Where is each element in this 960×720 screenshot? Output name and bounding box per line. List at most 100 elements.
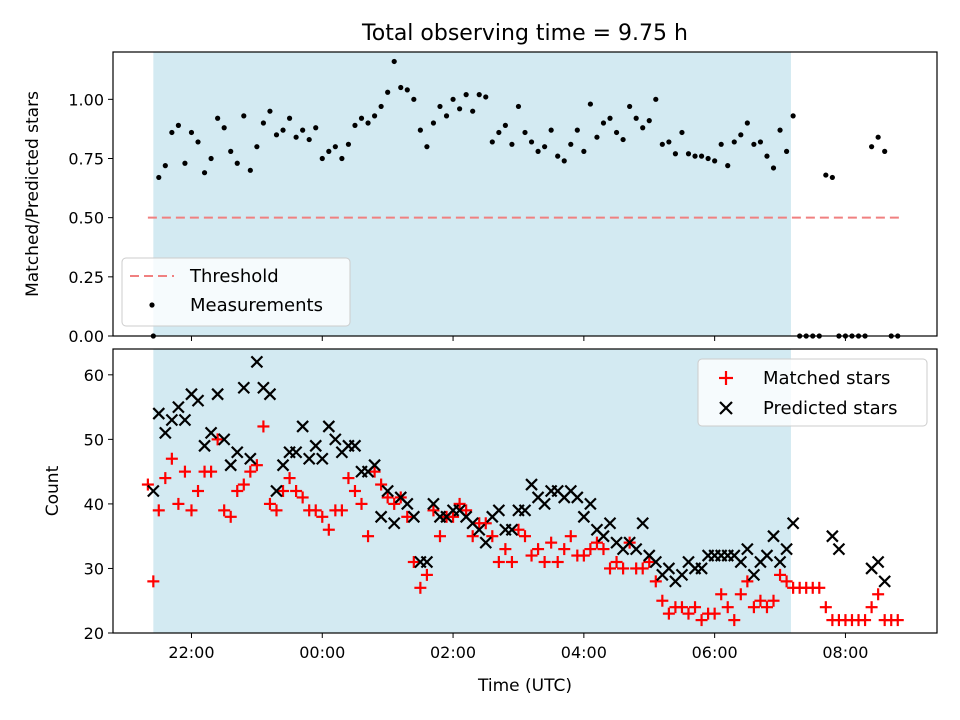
predicted-star-point <box>773 555 787 569</box>
predicted-star-point <box>675 568 689 582</box>
predicted-star-point <box>191 394 205 407</box>
measurement-point <box>535 148 541 154</box>
measurement-point <box>378 103 384 110</box>
matched-star-point <box>427 504 440 517</box>
predicted-star-point <box>662 562 676 575</box>
matched-star-point <box>237 478 250 491</box>
predicted-star-point <box>237 381 251 395</box>
matched-star-point <box>152 504 165 517</box>
measurement-point <box>300 127 306 133</box>
matched-star-point <box>564 530 577 543</box>
matched-star-point <box>368 465 381 478</box>
predicted-star-point <box>315 452 329 466</box>
matched-star-point <box>584 543 597 556</box>
predicted-star-point <box>178 413 192 427</box>
matched-star-point <box>433 530 446 543</box>
measurement-point <box>770 165 777 171</box>
matched-star-point <box>375 478 388 491</box>
measurement-point <box>457 106 463 112</box>
predicted-star-point <box>649 555 663 569</box>
predicted-star-point <box>747 568 761 582</box>
bottom-y-axis-label: Count <box>43 465 63 516</box>
matched-star-point <box>147 575 160 588</box>
matched-star-point <box>172 497 185 510</box>
matched-star-point <box>819 601 832 614</box>
matched-star-point <box>211 433 224 446</box>
matched-star-point <box>558 543 571 556</box>
predicted-star-point <box>296 420 309 433</box>
measurement-point <box>254 144 260 150</box>
matched-star-point <box>342 472 355 485</box>
measurement-point <box>476 92 482 98</box>
measurement-point <box>195 139 201 145</box>
predicted-star-point <box>165 413 179 427</box>
measurement-point <box>561 158 567 164</box>
measurement-point <box>555 153 561 159</box>
measurement-point <box>483 94 489 100</box>
matched-star-point <box>721 601 734 614</box>
bottom-legend: Matched stars Predicted stars <box>697 358 928 427</box>
predicted-star-point <box>230 445 244 459</box>
matched-star-point <box>277 485 290 497</box>
predicted-star-point <box>329 433 342 446</box>
measurement-point <box>568 141 574 147</box>
matched-star-point <box>466 530 479 543</box>
measurement-point <box>744 120 750 126</box>
measurement-point <box>306 136 312 143</box>
matched-star-point <box>643 556 656 568</box>
predicted-star-point <box>420 555 434 569</box>
measurement-point <box>823 172 829 178</box>
measurement-point <box>443 113 450 119</box>
chart-title: Total observing time = 9.75 h <box>361 21 688 46</box>
measurement-point <box>607 115 613 121</box>
matched-star-point <box>767 594 780 607</box>
predicted-star-point <box>767 529 780 543</box>
predicted-star-point <box>780 542 793 556</box>
matched-star-point <box>159 472 172 485</box>
measurement-point <box>208 155 214 162</box>
top-panel: 0.00 0.25 0.50 0.75 1.00 Matched/Predicted s… <box>23 51 938 346</box>
bottom-y-tick-label: 20 <box>84 624 104 643</box>
measurement-point <box>175 122 181 128</box>
predicted-star-point <box>276 458 290 472</box>
legend-measurements-label: Measurements <box>190 295 323 316</box>
matched-star-point <box>309 504 322 517</box>
matched-star-point <box>780 575 793 588</box>
predicted-star-point <box>198 439 211 453</box>
predicted-star-point <box>472 523 486 537</box>
matched-star-point <box>486 530 499 543</box>
measurement-point <box>594 134 600 140</box>
measurement-point <box>581 148 587 154</box>
predicted-star-point <box>289 445 303 459</box>
matched-star-point <box>178 465 191 478</box>
predicted-star-point <box>629 542 643 556</box>
measurement-point <box>247 167 253 173</box>
matched-star-point <box>551 556 564 568</box>
matched-star-point <box>760 601 773 614</box>
measurement-point <box>470 108 476 114</box>
predicted-star-point <box>878 575 891 588</box>
matched-star-point <box>205 465 218 478</box>
matched-star-point <box>577 549 590 562</box>
predicted-star-point <box>204 426 218 440</box>
matched-star-point <box>728 614 741 627</box>
predicted-star-point <box>152 407 166 420</box>
matched-star-point <box>316 510 329 523</box>
measurement-point <box>182 160 188 166</box>
measurement-point <box>705 155 711 162</box>
matched-star-point <box>512 523 525 536</box>
matched-star-point <box>244 465 257 478</box>
measurement-point <box>463 92 469 98</box>
predicted-star-point <box>760 549 774 562</box>
matched-star-point <box>695 614 708 627</box>
predicted-star-point <box>538 497 551 511</box>
measurement-point <box>790 113 796 119</box>
matched-star-point <box>734 588 747 601</box>
measurement-point <box>371 113 378 119</box>
measurement-point <box>280 127 286 133</box>
measurement-point <box>751 141 757 147</box>
matched-star-point <box>649 575 662 588</box>
matched-star-point <box>865 601 878 614</box>
measurement-point <box>600 120 607 126</box>
